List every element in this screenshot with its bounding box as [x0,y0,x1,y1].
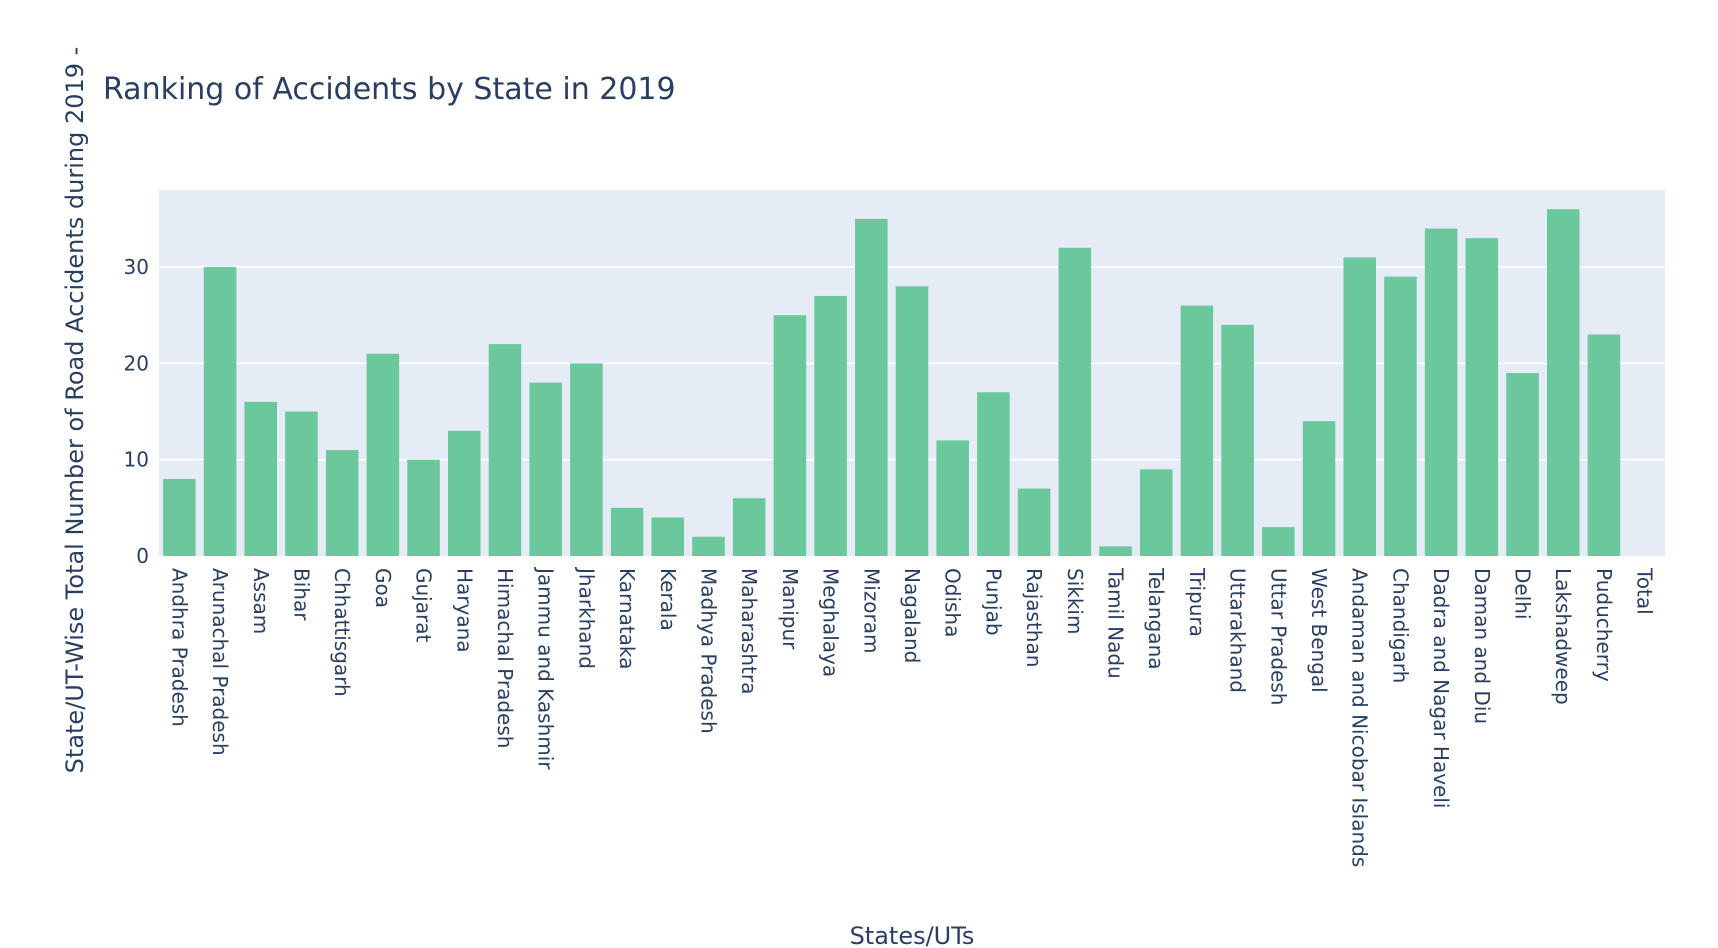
x-tick-label: Karnataka [615,568,639,669]
bar[interactable] [651,517,685,556]
x-tick-label: Punjab [981,568,1005,636]
x-tick-label: Chhattisgarh [330,568,354,697]
x-tick-label: Manipur [778,568,802,650]
bar[interactable] [366,353,400,556]
x-tick-label: Arunachal Pradesh [208,568,232,756]
x-tick-label: Tripura [1185,567,1209,637]
bar[interactable] [1343,257,1377,556]
bar[interactable] [570,363,603,556]
x-tick-label: Bihar [289,568,313,621]
y-tick-label: 0 [136,544,149,568]
bar[interactable] [1099,546,1132,556]
y-tick-labels: 0 10 20 30 [124,255,149,568]
x-tick-labels: Andhra Pradesh Arunachal Pradesh Assam Biha… [167,566,1656,867]
bar[interactable] [977,392,1010,556]
x-tick-label: Tamil Nadu [1104,567,1128,679]
bar[interactable] [285,411,318,556]
bar[interactable] [1302,421,1336,556]
x-tick-label: Himachal Pradesh [493,568,517,748]
bar[interactable] [1424,228,1458,557]
bar[interactable] [936,440,969,556]
bar[interactable] [1058,247,1092,556]
x-tick-label: Delhi [1511,568,1535,620]
x-tick-label: Gujarat [412,568,436,642]
bar[interactable] [610,507,644,556]
bar[interactable] [488,344,522,556]
x-tick-label: Uttarakhand [1226,568,1250,693]
x-tick-label: Maharashtra [737,568,761,694]
bars [163,209,1621,557]
x-tick-label: Nagaland [900,568,924,663]
bar[interactable] [732,498,766,556]
x-tick-label: Kerala [656,568,680,631]
x-tick-label: Assam [249,568,273,634]
x-tick-label: Andhra Pradesh [167,568,191,727]
bar[interactable] [244,401,278,556]
x-tick-label: Lakshadweep [1551,568,1575,705]
bar[interactable] [814,295,847,556]
bar[interactable] [1262,527,1295,556]
bar[interactable] [203,267,237,556]
bar[interactable] [325,450,359,556]
x-tick-label: Sikkim [1063,568,1087,634]
x-tick-label: Uttar Pradesh [1266,568,1290,705]
x-tick-label: Dadra and Nagar Haveli [1429,568,1453,808]
x-tick-label: Rajasthan [1022,568,1046,667]
bar[interactable] [1546,209,1580,556]
bar[interactable] [529,382,562,556]
bar[interactable] [1017,488,1051,556]
x-axis-title: States/UTs [850,922,975,948]
y-tick-label: 30 [124,255,149,279]
bar[interactable] [773,315,807,556]
x-tick-label: Meghalaya [819,568,843,677]
bar[interactable] [1384,276,1417,556]
bar[interactable] [692,536,725,556]
bar[interactable] [1506,373,1539,556]
x-tick-label: Mizoram [859,568,883,654]
y-tick-label: 20 [124,351,149,375]
x-tick-label: Haryana [452,568,476,653]
bar[interactable] [407,459,440,556]
bar[interactable] [855,218,888,557]
y-tick-label: 10 [124,448,149,472]
x-tick-label: Puducherry [1592,568,1616,682]
bar[interactable] [447,430,481,556]
x-tick-label: Odisha [941,568,965,637]
bar[interactable] [1139,469,1173,556]
x-tick-label: Goa [371,568,395,608]
bar[interactable] [163,478,196,556]
x-tick-label: Jammu and Kashmir [534,566,558,770]
bar[interactable] [1221,324,1254,556]
chart-title: Ranking of Accidents by State in 2019 [103,72,676,107]
x-tick-label: Chandigarh [1388,568,1412,683]
bar[interactable] [1465,238,1499,556]
x-tick-label: Daman and Diu [1470,568,1494,724]
x-tick-label: Andaman and Nicobar Islands [1348,568,1372,867]
x-tick-label: Jharkhand [574,566,598,669]
x-tick-label: Telangana [1144,567,1168,670]
bar[interactable] [1180,305,1214,556]
y-axis-title: State/UT-Wise Total Number of Road Accid… [61,47,89,774]
x-tick-label: Madhya Pradesh [696,568,720,734]
bar[interactable] [1587,334,1621,556]
x-tick-label: Total [1633,567,1657,615]
bar[interactable] [895,286,929,556]
x-tick-label: West Bengal [1307,568,1331,693]
